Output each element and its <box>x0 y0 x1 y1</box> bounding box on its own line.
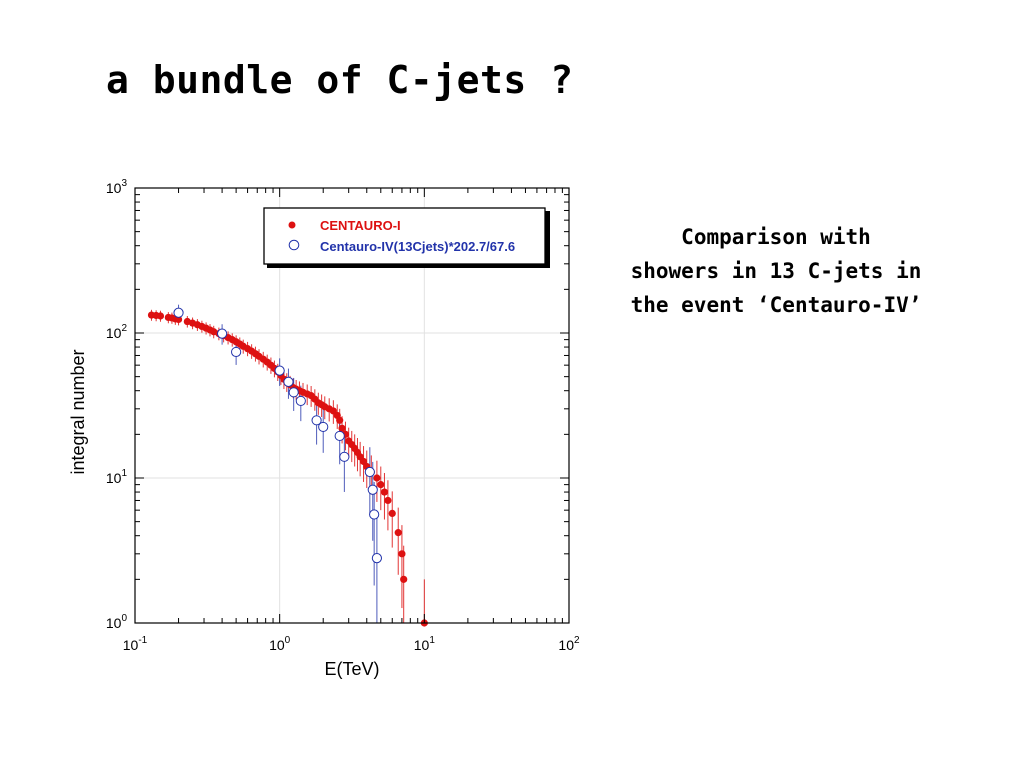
point-centauro-iv <box>371 553 382 564</box>
point-centauro-iv <box>364 466 375 478</box>
point-centauro-i <box>336 416 344 424</box>
point-centauro-i <box>388 509 396 517</box>
point-centauro-iv <box>288 387 299 398</box>
x-axis-label: E(TeV) <box>324 659 379 679</box>
point-centauro-i <box>338 424 346 432</box>
legend-marker-centauro-iv <box>288 239 300 251</box>
legend-label-centauro-iv: Centauro-IV(13Cjets)*202.7/67.6 <box>320 239 515 254</box>
x-tick-label: 100 <box>269 635 291 653</box>
point-centauro-i <box>400 575 408 583</box>
error-bars <box>150 304 425 623</box>
slide-title: a bundle of C-jets ? <box>106 58 574 102</box>
point-centauro-i <box>380 488 389 496</box>
caption-line: the event ‘Centauro-IV’ <box>630 293 922 317</box>
legend-marker-centauro-i <box>288 221 296 229</box>
y-axis-label: integral number <box>68 349 88 474</box>
x-tick-label: 102 <box>558 635 580 653</box>
point-centauro-iv <box>318 421 329 433</box>
y-tick-label: 102 <box>106 323 128 341</box>
chart-legend: CENTAURO-I Centauro-IV(13Cjets)*202.7/67… <box>263 207 550 268</box>
point-centauro-iv <box>334 430 345 442</box>
data-points <box>147 307 428 627</box>
point-centauro-i <box>377 481 385 489</box>
point-centauro-iv <box>295 395 306 407</box>
plot-border <box>134 187 570 624</box>
point-centauro-iv <box>339 451 350 462</box>
axis-ticks: 10-1 100 101 102 100 101 102 103 <box>106 178 580 653</box>
caption-line: showers in 13 C-jets in <box>630 259 922 283</box>
point-centauro-iv <box>274 365 285 376</box>
point-centauro-iv <box>283 376 294 388</box>
legend-box <box>263 207 546 265</box>
point-centauro-iv <box>173 307 184 318</box>
plot-frame <box>134 187 570 624</box>
point-centauro-iv <box>311 415 322 426</box>
point-centauro-iv <box>231 346 242 358</box>
point-centauro-i <box>398 550 406 558</box>
point-centauro-iv <box>369 509 380 520</box>
point-centauro-i <box>394 529 402 537</box>
point-centauro-i <box>373 474 381 482</box>
x-tick-label: 10-1 <box>123 635 148 653</box>
caption-line: Comparison with <box>681 225 871 249</box>
point-centauro-iv <box>216 328 228 339</box>
point-centauro-i <box>384 496 392 505</box>
point-centauro-i <box>174 315 183 324</box>
comparison-caption: Comparison with showers in 13 C-jets in … <box>600 220 952 322</box>
y-tick-label: 100 <box>106 613 128 631</box>
y-tick-label: 101 <box>106 468 128 486</box>
point-centauro-iv <box>367 484 378 495</box>
point-centauro-i <box>156 312 165 320</box>
x-tick-label: 101 <box>414 635 436 653</box>
legend-label-centauro-i: CENTAURO-I <box>320 218 401 233</box>
y-tick-label: 103 <box>106 178 128 196</box>
